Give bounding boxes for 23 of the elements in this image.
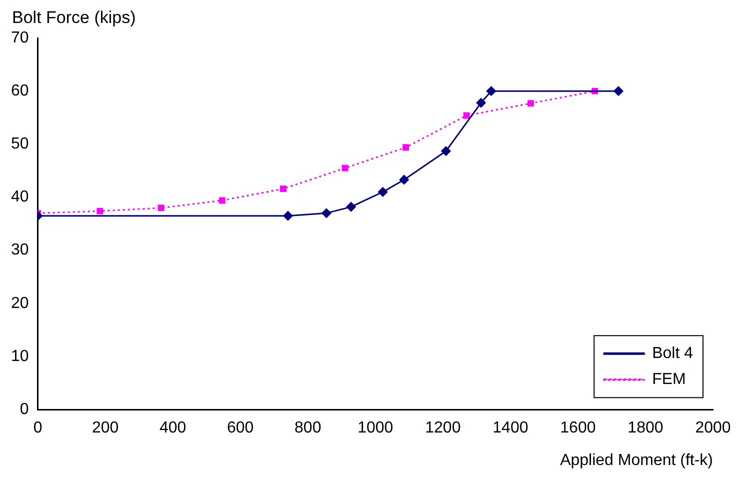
y-tick-label: 60: [11, 82, 29, 100]
y-tick-label: 30: [11, 242, 29, 259]
x-tick-label: 600: [227, 420, 254, 437]
x-tick-label: 1800: [628, 420, 664, 437]
x-tick-label: 2000: [695, 420, 731, 437]
x-tick-label: 400: [159, 420, 186, 437]
legend-label: FEM: [652, 371, 686, 388]
y-tick-label: 0: [20, 401, 29, 418]
x-tick-label: 1400: [492, 420, 528, 437]
y-tick-label: 10: [11, 348, 29, 365]
y-axis-title: Bolt Force (kips): [12, 8, 136, 28]
x-tick-label: 1000: [358, 420, 394, 437]
x-tick-label: 200: [92, 420, 119, 437]
y-tick-label: 70: [11, 29, 29, 46]
y-tick-label: 40: [11, 188, 29, 206]
x-axis-title: Applied Moment (ft-k): [560, 452, 713, 469]
legend-label: Bolt 4: [652, 345, 694, 362]
y-tick-label: 50: [11, 136, 29, 153]
x-tick-label: 0: [33, 420, 42, 437]
y-tick-label: 20: [11, 294, 29, 312]
x-tick-label: 1600: [560, 420, 596, 437]
x-tick-label: 800: [294, 420, 322, 437]
x-tick-label: 1200: [425, 420, 461, 437]
